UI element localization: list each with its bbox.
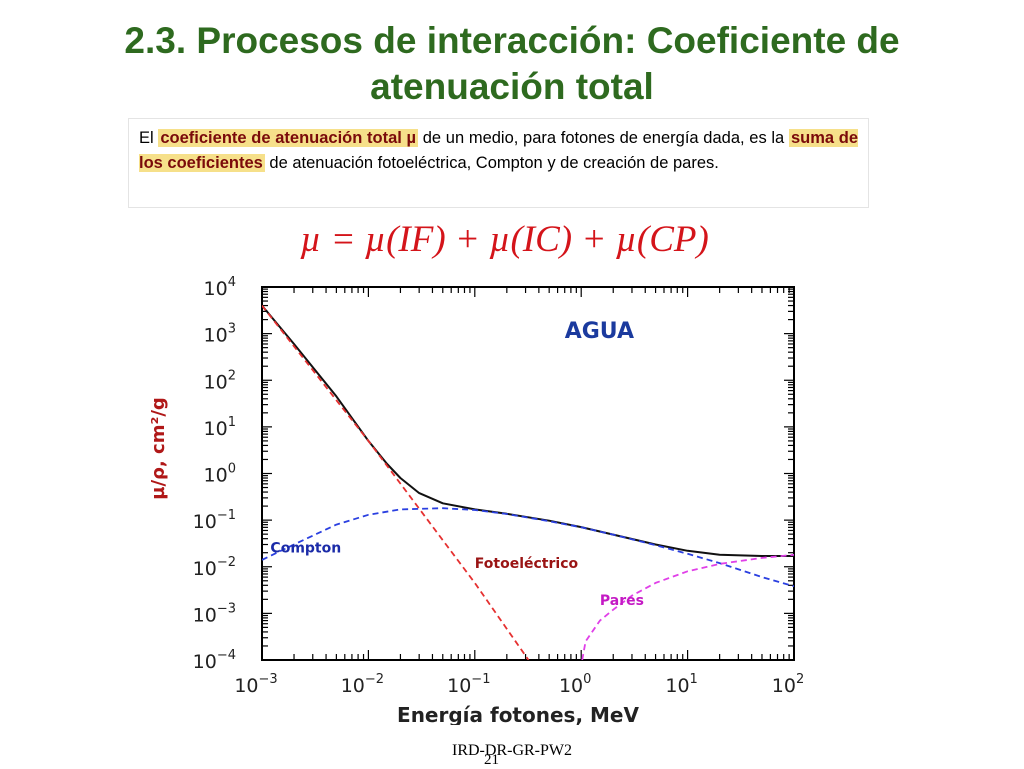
series-total [262, 304, 794, 557]
highlight-coeficiente: coeficiente de atenuación total µ [158, 129, 419, 147]
y-tick-label: 100 [204, 462, 236, 487]
series-fotoelectrico [262, 305, 530, 660]
plot-frame [261, 286, 795, 661]
x-tick-label: 10−1 [447, 672, 490, 697]
x-tick-label: 100 [559, 672, 591, 697]
attenuation-formula: µ = µ(IF) + µ(IC) + µ(CP) [300, 219, 709, 260]
attenuation-chart: 10−3 10−2 10−1 100 101 102 104 103 102 101 100 10−1… [148, 275, 804, 725]
chart-title: AGUA [565, 319, 634, 344]
y-tick-label: 10−4 [193, 648, 236, 673]
footer-code: IRD-DR-GR-PW2 [452, 742, 572, 759]
series-label-1: Fotoeléctrico [475, 556, 579, 572]
y-tick-label: 10−2 [193, 555, 236, 580]
series-label-2: Pares [600, 593, 644, 609]
series-label-0: Compton [270, 541, 341, 557]
x-tick-label: 10−2 [341, 672, 384, 697]
y-tick-label: 103 [204, 322, 236, 347]
y-tick-label: 10−3 [193, 601, 236, 626]
x-tick-label: 102 [772, 672, 804, 697]
definition-text-2: de un medio, para fotones de energía dad… [418, 129, 789, 147]
definition-text-1: El [139, 129, 159, 147]
y-tick-label: 104 [204, 275, 236, 300]
definition-box: El coeficiente de atenuación total µ de … [128, 118, 869, 208]
definition-text-3: de atenuación fotoeléctrica, Compton y d… [264, 153, 719, 172]
y-tick-label: 102 [204, 368, 236, 393]
series-pares [581, 553, 794, 660]
series-compton [262, 507, 794, 588]
x-tick-label: 101 [665, 672, 697, 697]
y-axis-label: µ/ρ, cm²/g [148, 397, 169, 500]
slide-title: 2.3. Procesos de interacción: Coeficient… [124, 20, 900, 107]
x-tick-label: 10−3 [234, 672, 277, 697]
y-tick-label: 101 [204, 415, 236, 440]
x-axis-label: Energía fotones, MeV [397, 703, 639, 725]
page-number: 21 [484, 752, 499, 768]
y-tick-label: 10−1 [193, 508, 236, 533]
